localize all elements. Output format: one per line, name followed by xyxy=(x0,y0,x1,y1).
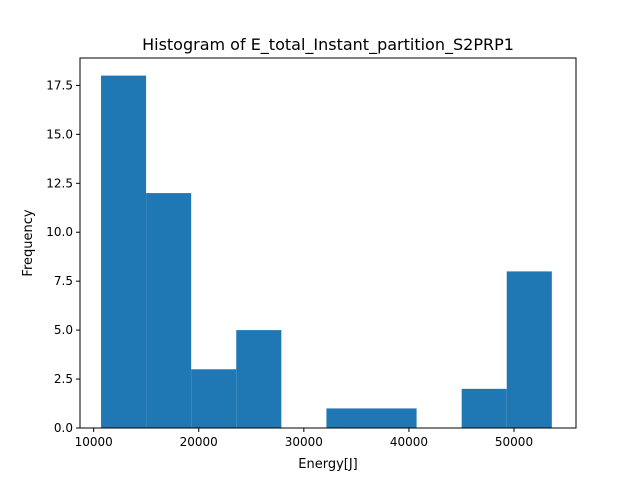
histogram-bar xyxy=(326,408,372,428)
histogram-bar xyxy=(146,193,192,428)
chart-title: Histogram of E_total_Instant_partition_S… xyxy=(142,35,514,55)
histogram-bar xyxy=(371,408,417,428)
y-tick-label: 0.0 xyxy=(54,421,73,435)
histogram-bar xyxy=(236,330,282,428)
y-tick-label: 10.0 xyxy=(46,225,73,239)
y-tick-label: 15.0 xyxy=(46,127,73,141)
y-tick-label: 2.5 xyxy=(54,372,73,386)
histogram-bar xyxy=(506,271,552,428)
histogram-bar xyxy=(101,75,147,428)
x-tick-label: 50000 xyxy=(495,435,533,449)
x-tick-label: 30000 xyxy=(285,435,323,449)
x-axis-label: Energy[J] xyxy=(298,457,358,472)
y-axis-label: Frequency xyxy=(21,209,36,276)
y-tick-label: 17.5 xyxy=(46,78,73,92)
bars-group xyxy=(101,75,552,428)
y-tick-label: 12.5 xyxy=(46,176,73,190)
plot-frame xyxy=(79,57,577,429)
histogram-bar xyxy=(191,369,237,428)
histogram-bar xyxy=(461,388,507,428)
x-tick-label: 10000 xyxy=(75,435,113,449)
y-tick-label: 5.0 xyxy=(54,323,73,337)
y-axis-ticks: 0.0 2.5 5.0 7.5 10.0 12.5 15.0 17.5 xyxy=(46,78,80,435)
x-tick-label: 40000 xyxy=(390,435,428,449)
x-axis-ticks: 10000 20000 30000 40000 50000 xyxy=(75,428,533,449)
x-tick-label: 20000 xyxy=(180,435,218,449)
y-tick-label: 7.5 xyxy=(54,274,73,288)
